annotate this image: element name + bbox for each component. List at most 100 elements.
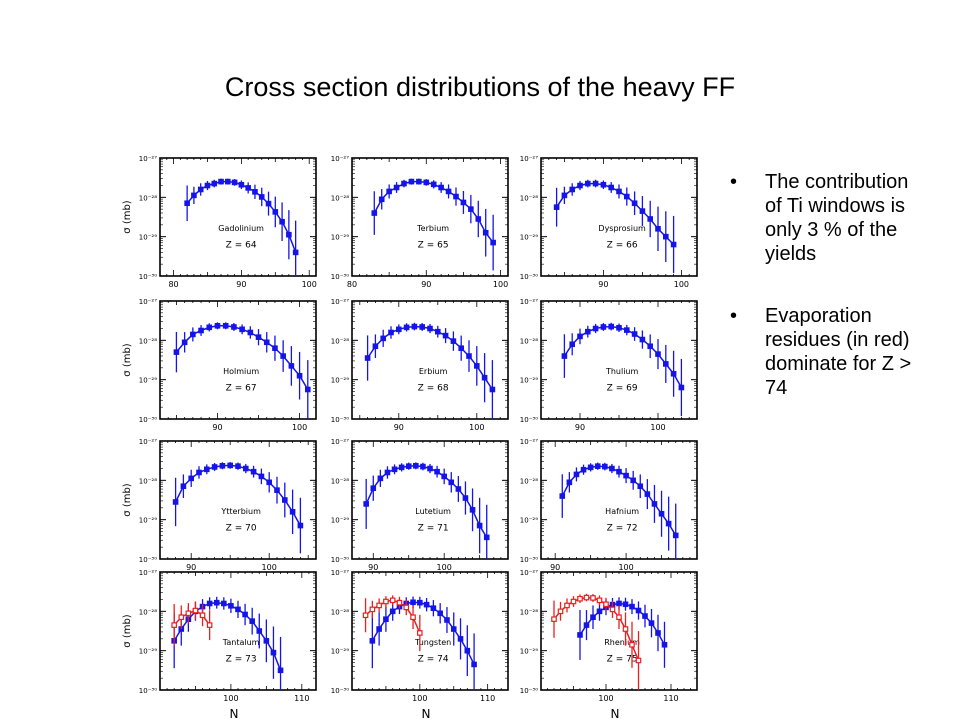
y-tick-label: 10⁻²⁸ — [331, 477, 349, 485]
red-series-point — [369, 606, 376, 613]
bullet-ti-windows: The contribution of Ti windows is only 3… — [730, 170, 930, 266]
x-tick-label: 80 — [347, 280, 357, 289]
y-tick-label: 10⁻²⁹ — [139, 517, 157, 525]
z-label: Z = 73 — [226, 655, 257, 665]
element-name: Erbium — [419, 367, 448, 376]
y-tick-label: 10⁻²⁷ — [520, 569, 538, 577]
blue-series-point — [678, 384, 685, 391]
blue-series-line — [173, 601, 282, 671]
y-tick-label: 10⁻²⁹ — [331, 517, 349, 525]
red-series-point — [635, 657, 642, 664]
blue-series-point — [448, 479, 455, 486]
blue-series-point — [566, 479, 573, 486]
x-tick-label: 90 — [575, 423, 585, 432]
y-tick-label: 10⁻³⁰ — [139, 273, 157, 281]
element-name: Holmium — [223, 367, 259, 376]
panel-frame — [540, 440, 698, 560]
x-tick-label: 100 — [437, 563, 452, 572]
y-tick-label: 10⁻²⁷ — [139, 438, 157, 446]
blue-series-point — [413, 462, 419, 469]
blue-series-point — [648, 620, 655, 626]
blue-series-point — [430, 181, 437, 188]
blue-series-point — [644, 491, 651, 497]
blue-series-point — [423, 179, 430, 186]
blue-series-point — [442, 332, 449, 339]
blue-series-point — [197, 186, 204, 193]
blue-series-point — [584, 180, 591, 187]
blue-series-point — [420, 463, 426, 470]
blue-series-point — [661, 641, 668, 648]
blue-series-point — [596, 608, 603, 615]
x-tick-label: 100 — [674, 280, 689, 289]
blue-series-point — [270, 649, 277, 656]
bullet-list: The contribution of Ti windows is only 3… — [730, 170, 930, 438]
blue-series-point — [408, 178, 415, 185]
blue-series-point — [655, 351, 661, 357]
element-name: Gadolinium — [218, 224, 264, 233]
blue-series-point — [393, 184, 400, 191]
blue-series-point — [211, 180, 218, 187]
x-tick-label: 100 — [302, 280, 317, 289]
red-series-point — [192, 607, 199, 614]
blue-series-point — [444, 617, 450, 623]
x-axis-label: N — [422, 707, 431, 720]
blue-series-point — [249, 618, 255, 624]
blue-series-point — [590, 614, 596, 621]
blue-series-point — [475, 216, 482, 222]
panel-ytterbium: 10⁻²⁷ 10⁻²⁸ 10⁻²⁹ 10⁻³⁰ 90 100 σ (mb) Ytterbium… — [122, 438, 317, 572]
blue-series-point — [364, 355, 371, 361]
blue-series-point — [190, 331, 196, 338]
blue-series-point — [369, 638, 376, 644]
red-series-point — [583, 594, 590, 601]
red-series-point — [557, 608, 564, 615]
blue-series-point — [242, 611, 248, 618]
blue-series-point — [266, 479, 273, 486]
red-series-point — [622, 626, 629, 632]
blue-series-point — [450, 626, 457, 632]
blue-series-point — [474, 363, 480, 369]
blue-series-point — [250, 468, 257, 475]
blue-series-point — [489, 386, 496, 393]
red-series-point — [596, 597, 603, 604]
blue-series-point — [263, 638, 270, 644]
x-tick-label: 90 — [394, 423, 404, 432]
y-tick-label: 10⁻²⁸ — [139, 608, 157, 616]
red-series-point — [383, 598, 389, 605]
y-tick-label: 10⁻³⁰ — [139, 556, 157, 564]
panel-dysprosium: 10⁻²⁷ 10⁻²⁸ 10⁻²⁹ 10⁻³⁰ 90 100 Dysprosium Z = 6… — [520, 155, 698, 289]
blue-series-point — [181, 339, 188, 346]
x-tick-label: 80 — [168, 280, 178, 289]
panel-lutetium: 10⁻²⁷ 10⁻²⁸ 10⁻²⁹ 10⁻³⁰ 90 100 Lutetium Z = 71 — [331, 438, 509, 572]
blue-series-point — [553, 204, 560, 210]
panel-frame — [159, 157, 317, 277]
x-tick-label: 90 — [186, 563, 196, 572]
red-series-point — [629, 641, 635, 648]
blue-series-point — [384, 469, 391, 476]
blue-series-point — [471, 661, 477, 668]
blue-series-point — [378, 196, 385, 203]
blue-series-point — [272, 345, 278, 352]
blue-series-point — [218, 178, 224, 185]
red-series-point — [564, 602, 570, 609]
blue-series-point — [372, 343, 379, 350]
y-tick-label: 10⁻³⁰ — [331, 416, 349, 424]
blue-series-point — [622, 601, 629, 608]
blue-series-point — [225, 178, 231, 185]
blue-series-point — [468, 206, 474, 212]
y-tick-label: 10⁻²⁷ — [331, 155, 349, 163]
z-label: Z = 70 — [226, 524, 257, 534]
blue-series-point — [623, 327, 630, 333]
blue-series-point — [391, 466, 398, 473]
y-tick-label: 10⁻²⁹ — [520, 234, 538, 242]
blue-series-point — [438, 184, 444, 191]
blue-series-point — [238, 181, 245, 188]
x-tick-label: 100 — [598, 694, 613, 703]
blue-series-point — [635, 607, 642, 614]
z-label: Z = 75 — [607, 655, 638, 665]
z-label: Z = 68 — [418, 384, 449, 394]
x-tick-label: 100 — [412, 694, 427, 703]
y-tick-label: 10⁻²⁹ — [139, 234, 157, 242]
blue-series-point — [296, 372, 303, 379]
blue-series-point — [577, 632, 583, 638]
blue-series-point — [642, 613, 648, 619]
